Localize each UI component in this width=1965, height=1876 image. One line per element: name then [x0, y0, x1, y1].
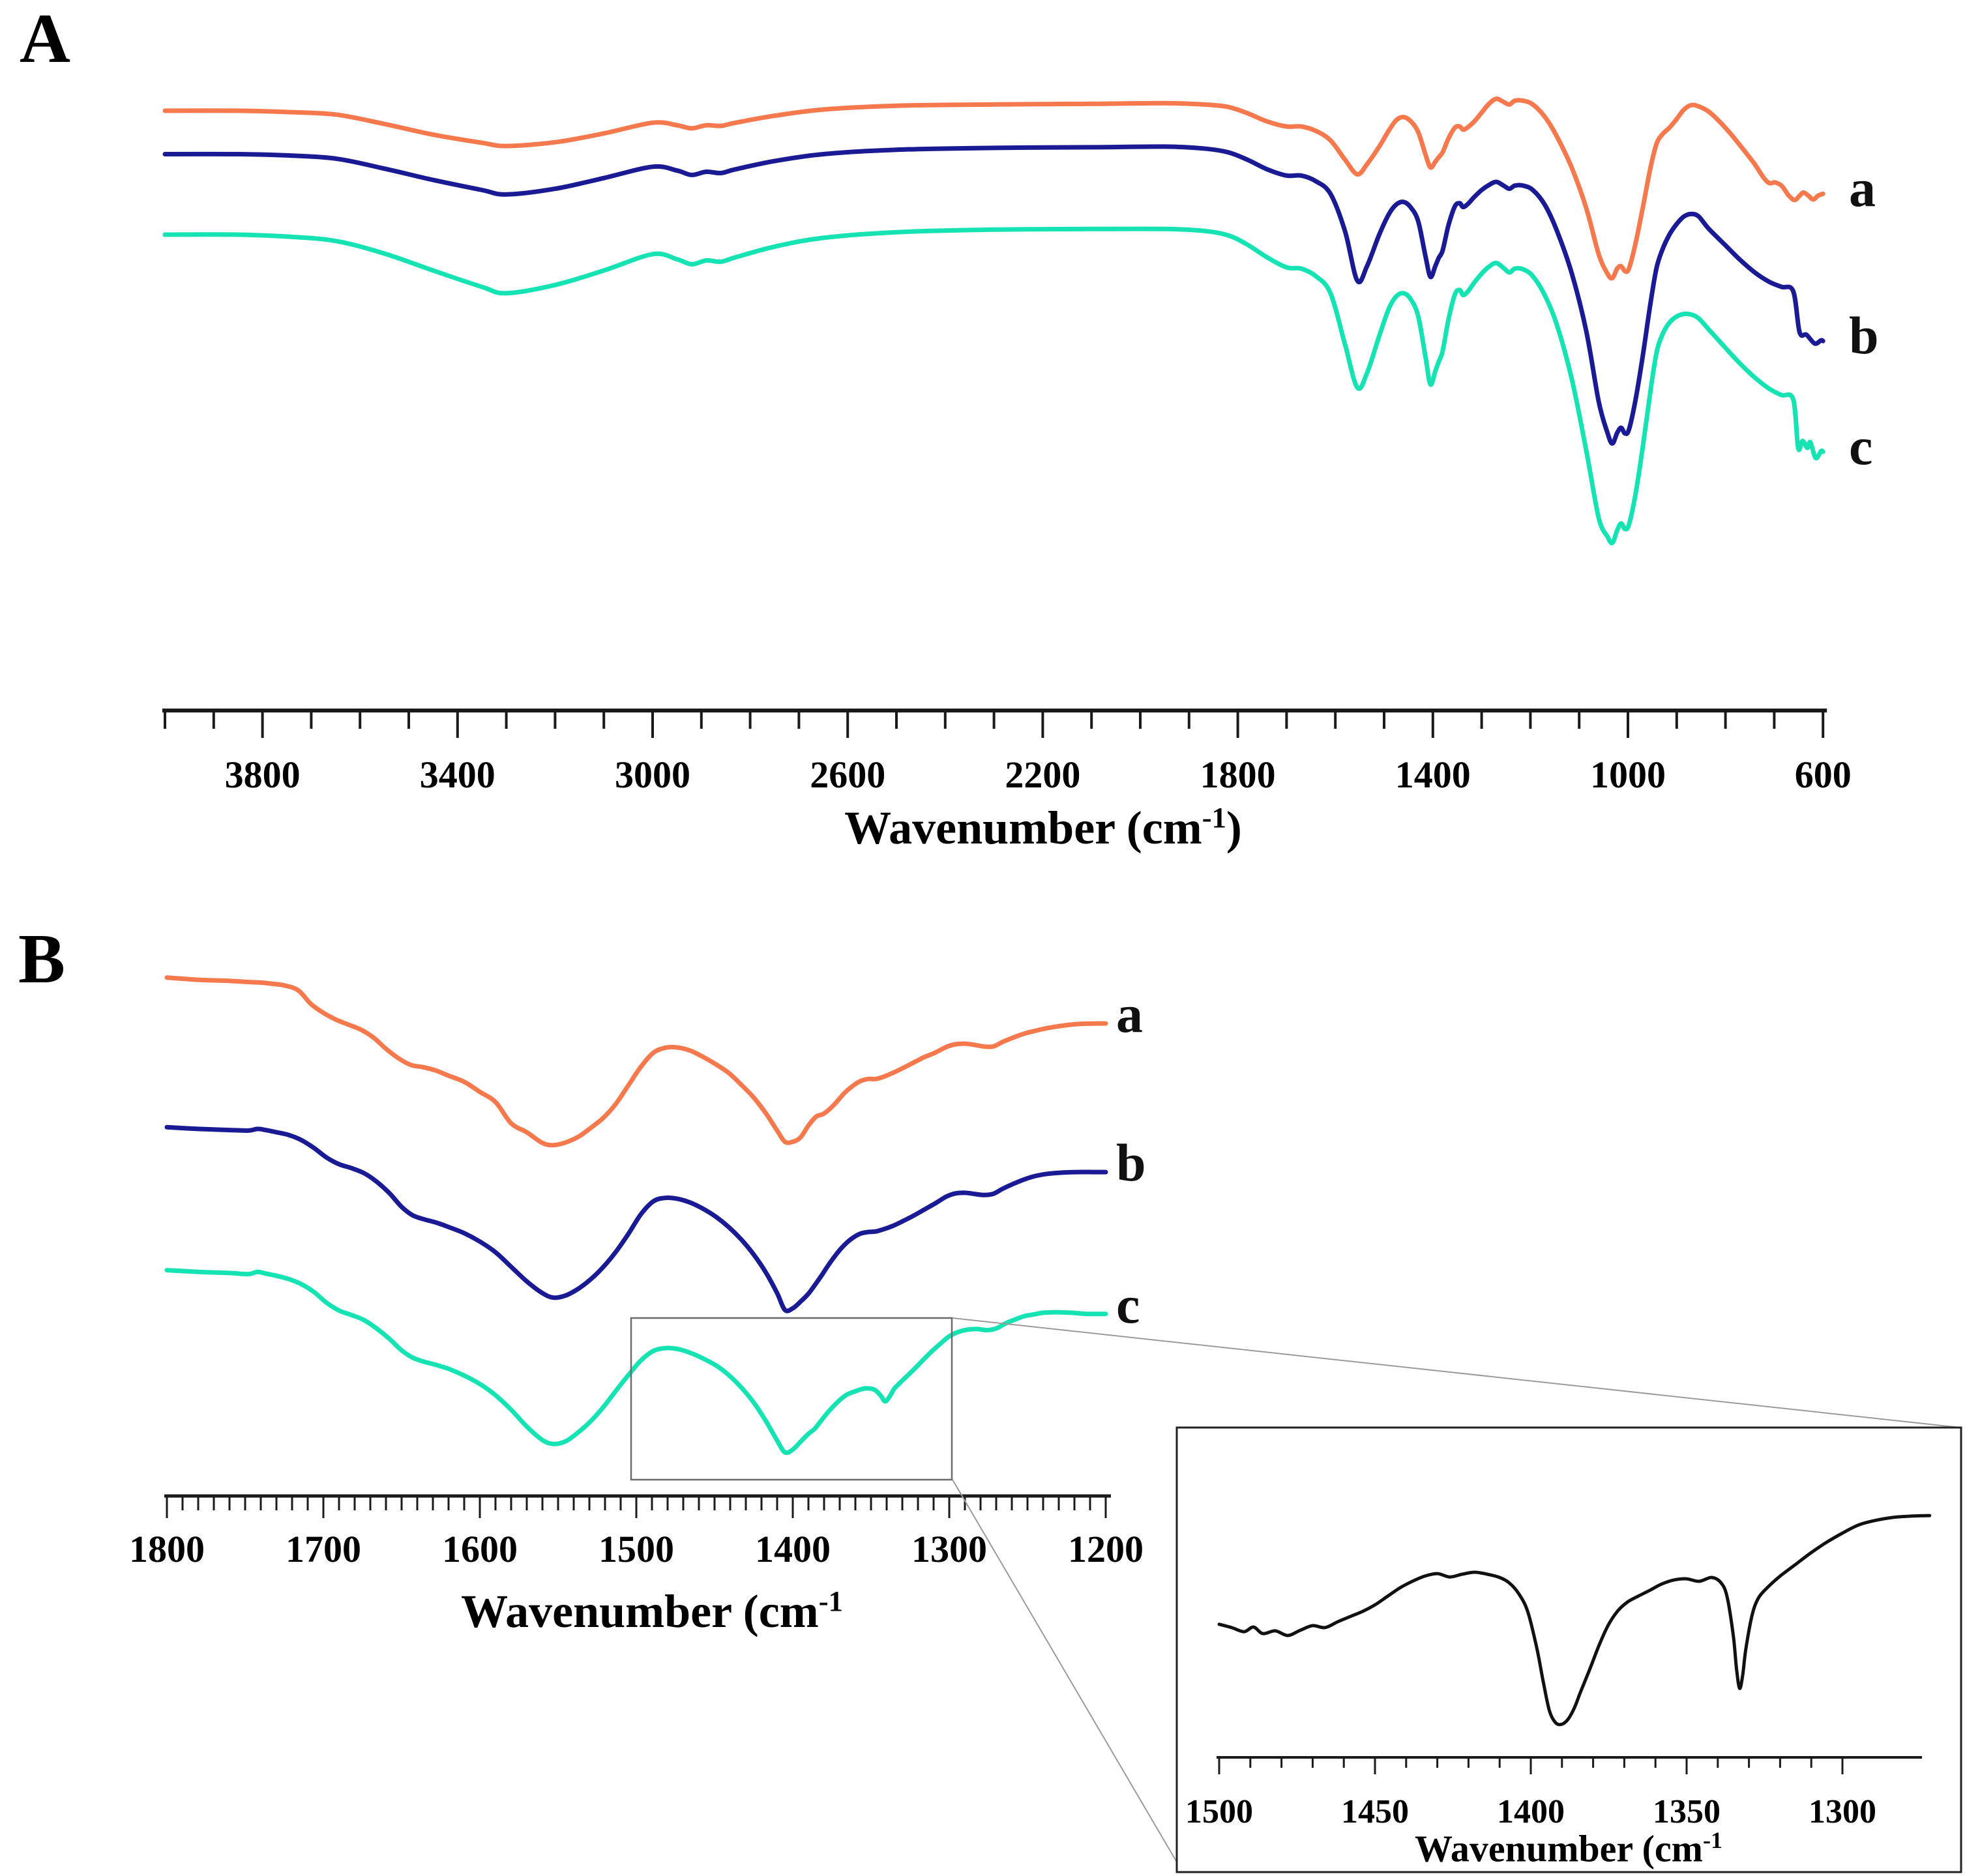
panel-a-curve-a — [162, 96, 1825, 281]
inset-tick-label: 1300 — [1809, 1793, 1876, 1830]
inset-tick-label: 1350 — [1653, 1793, 1721, 1830]
inset-axis-title-sup: -1 — [1703, 1827, 1722, 1853]
inset-axis-title-text: Wavenumber (cm — [1415, 1827, 1703, 1870]
panel-b-tick-label: 1200 — [1068, 1528, 1144, 1570]
panel-a-tick-label: 1400 — [1395, 754, 1471, 796]
panel-b-axis-title-sup: -1 — [818, 1585, 843, 1617]
inset-axis-title: Wavenumber (cm-1 — [1415, 1827, 1722, 1870]
curve-label-c-a-panel: c — [1849, 416, 1873, 476]
panel-a-axis-title-sup: -1 — [1202, 801, 1226, 834]
connector-line-top — [952, 1317, 1960, 1428]
panel-b-curve-a — [164, 975, 1108, 1148]
inset-curve-c-magnified — [1217, 1514, 1932, 1727]
panel-a-curve-c — [162, 226, 1825, 546]
inset-tick-label: 1500 — [1185, 1793, 1253, 1830]
panel-b-label: B — [18, 920, 66, 998]
panel-a-tick-label: 1800 — [1200, 754, 1276, 796]
panel-a-label: A — [20, 0, 70, 78]
panel-a-tick-label: 2600 — [810, 754, 885, 796]
curve-label-c-b-panel: c — [1116, 1274, 1140, 1334]
panel-a-tick-label: 1000 — [1590, 754, 1666, 796]
zoom-region-box — [630, 1317, 953, 1481]
panel-b-tick-label: 1400 — [755, 1528, 831, 1570]
panel-b-tick-label: 1300 — [911, 1528, 987, 1570]
curve-label-a-a-panel: a — [1849, 158, 1876, 218]
inset-box — [1175, 1426, 1962, 1873]
panel-b-tick-label: 1600 — [442, 1528, 518, 1570]
panel-a-tick-label: 3800 — [225, 754, 301, 796]
panel-b-curve-b — [164, 1124, 1108, 1313]
panel-b-tick-label: 1800 — [129, 1528, 205, 1570]
panel-a-curve-b — [162, 144, 1825, 446]
connector-line-bottom — [952, 1479, 1179, 1865]
panel-b-curve-c — [164, 1268, 1108, 1456]
panel-a-tick-label: 2200 — [1005, 754, 1080, 796]
panel-b-tick-label: 1500 — [598, 1528, 674, 1570]
panel-b-axis-title: Wavenumber (cm-1 — [461, 1587, 843, 1635]
panel-b-tick-label: 1700 — [286, 1528, 361, 1570]
panel-a-tick-label: 3400 — [420, 754, 495, 796]
panel-a-axis-title-text: Wavenumber (cm — [844, 802, 1202, 854]
panel-b-axis-title-text: Wavenumber (cm — [461, 1585, 819, 1637]
panel-a-tick-label: 600 — [1795, 754, 1852, 796]
panel-a-tick-label: 3000 — [615, 754, 690, 796]
curve-label-a-b-panel: a — [1116, 984, 1143, 1044]
inset-tick-label: 1400 — [1497, 1793, 1565, 1830]
panel-a-axis-title-close: ) — [1226, 802, 1242, 854]
inset-tick-label: 1450 — [1341, 1793, 1409, 1830]
curve-label-b-b-panel: b — [1116, 1133, 1146, 1193]
panel-a-axis-title: Wavenumber (cm-1) — [844, 803, 1242, 851]
curve-label-b-a-panel: b — [1849, 306, 1879, 366]
